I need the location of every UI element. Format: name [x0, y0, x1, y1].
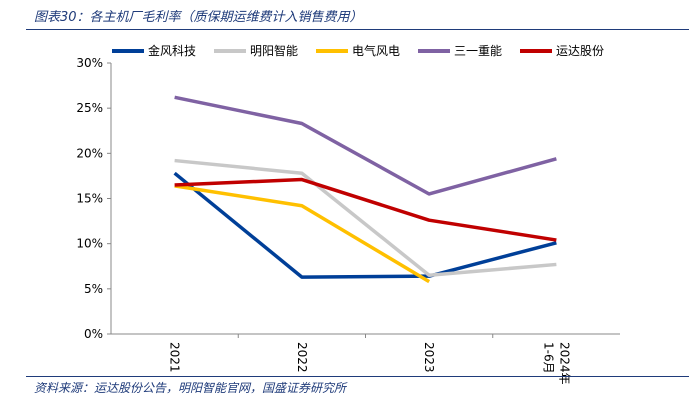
legend-label: 明阳智能	[250, 43, 298, 58]
y-tick-label: 0%	[84, 327, 103, 341]
legend-label: 金风科技	[148, 43, 196, 58]
x-tick-label: 2022	[295, 342, 309, 373]
legend-label: 运达股份	[556, 44, 604, 58]
title-divider	[26, 29, 689, 30]
legend-label: 三一重能	[454, 44, 502, 58]
series-line-4	[174, 177, 557, 242]
series-line-2	[174, 184, 431, 284]
y-tick-label: 10%	[76, 237, 103, 251]
series-line-0	[173, 171, 557, 279]
x-tick-label: 2021	[168, 342, 182, 373]
series-line-1	[174, 158, 557, 278]
x-tick-label: 2024年	[557, 342, 571, 385]
y-tick-label: 20%	[76, 146, 103, 160]
legend-label: 电气风电	[352, 43, 400, 58]
source-note: 资料来源：运达股份公告，明阳智能官网，国盛证券研究所	[34, 381, 347, 395]
y-tick-label: 5%	[84, 282, 103, 296]
x-tick-label: 2023	[422, 342, 436, 373]
y-tick-label: 15%	[76, 192, 103, 206]
series-line-3	[174, 95, 557, 196]
x-tick-label: 1-6月	[541, 342, 555, 374]
figure-title: 图表30：各主机厂毛利率（质保期运维费计入销售费用）	[34, 10, 363, 25]
source-divider	[26, 376, 689, 377]
y-tick-label: 25%	[76, 101, 103, 115]
y-tick-label: 30%	[76, 56, 103, 70]
